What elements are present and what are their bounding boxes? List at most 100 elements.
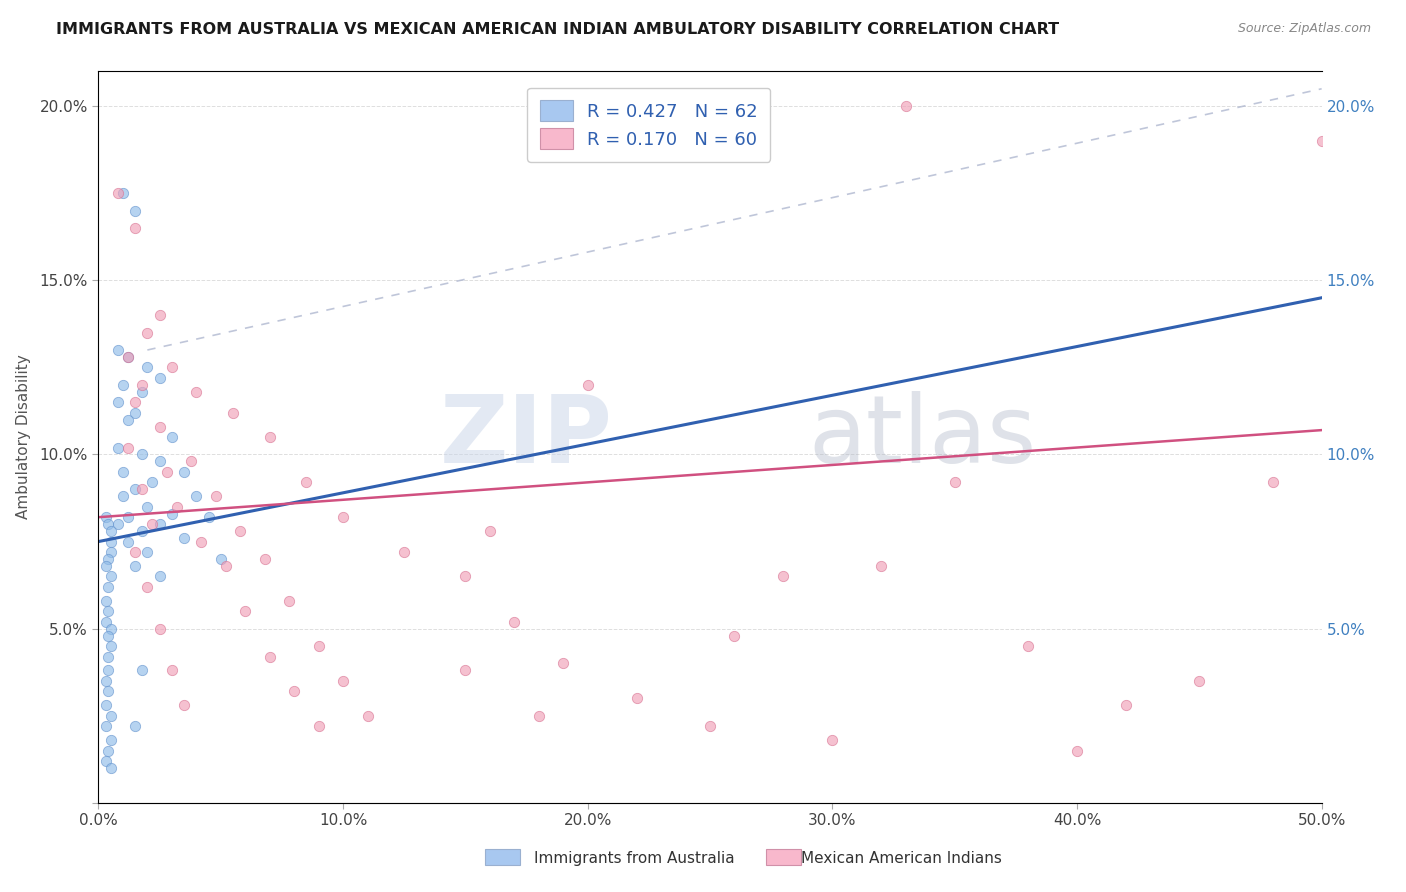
Point (97, 629, 120, 643)
Point (111, 465, 134, 479)
Point (124, 221, 146, 235)
Point (186, 384, 208, 399)
Point (117, 350, 139, 364)
Point (94, 698, 117, 713)
Point (209, 552, 232, 566)
Point (136, 326, 159, 340)
Point (100, 569, 122, 583)
Point (295, 475, 318, 490)
Point (117, 510, 139, 524)
Point (124, 406, 146, 420)
Point (94, 594, 117, 608)
Point (527, 708, 550, 723)
Point (136, 580, 159, 594)
Point (1066, 743, 1088, 757)
Point (100, 761, 122, 775)
Point (149, 454, 172, 468)
Point (699, 719, 721, 733)
Point (723, 629, 745, 643)
Point (124, 719, 146, 733)
Point (149, 419, 172, 434)
Point (190, 534, 212, 549)
Legend: R = 0.427   N = 62, R = 0.170   N = 60: R = 0.427 N = 62, R = 0.170 N = 60 (527, 87, 770, 162)
Point (94, 719, 117, 733)
Point (124, 558, 146, 573)
Point (160, 430, 183, 444)
Point (454, 664, 477, 678)
Point (111, 377, 134, 392)
Point (124, 545, 146, 559)
Point (117, 441, 139, 455)
Point (94, 754, 117, 768)
Y-axis label: Ambulatory Disability: Ambulatory Disability (17, 355, 31, 519)
Point (94, 510, 117, 524)
Point (156, 465, 179, 479)
Point (180, 454, 202, 468)
Point (186, 489, 208, 503)
Point (503, 615, 526, 629)
Point (97, 552, 120, 566)
Point (100, 622, 122, 636)
Point (97, 604, 120, 618)
Point (136, 545, 159, 559)
Point (173, 698, 195, 713)
Point (626, 691, 648, 706)
Point (478, 524, 501, 538)
Point (173, 531, 195, 545)
Point (131, 483, 153, 497)
Point (111, 489, 134, 503)
Point (94, 673, 117, 688)
Point (149, 622, 172, 636)
Point (97, 517, 120, 532)
Point (870, 558, 893, 573)
Point (107, 343, 129, 357)
Point (111, 186, 134, 201)
Point (100, 733, 122, 747)
Point (821, 733, 844, 747)
Point (97, 649, 120, 664)
Point (107, 441, 129, 455)
Point (166, 500, 188, 514)
Point (253, 552, 276, 566)
Point (136, 360, 159, 375)
Point (943, 475, 966, 490)
Point (553, 657, 575, 671)
Point (117, 534, 139, 549)
Point (94, 615, 117, 629)
Point (222, 406, 245, 420)
Point (160, 664, 183, 678)
Point (141, 475, 163, 490)
Point (894, 99, 917, 113)
Point (117, 350, 139, 364)
Text: ZIP: ZIP (439, 391, 612, 483)
Point (97, 743, 120, 757)
Point (136, 500, 159, 514)
Point (278, 594, 301, 608)
Point (1261, 475, 1284, 490)
Point (229, 524, 252, 538)
Point (141, 517, 163, 532)
Point (173, 465, 195, 479)
Text: atlas: atlas (808, 391, 1036, 483)
Point (332, 510, 354, 524)
Point (160, 507, 183, 521)
Point (100, 524, 122, 538)
Point (100, 534, 122, 549)
Point (1115, 698, 1137, 713)
Point (356, 708, 378, 723)
Point (100, 708, 122, 723)
Point (332, 673, 354, 688)
Point (97, 580, 120, 594)
Point (107, 517, 129, 532)
Point (197, 510, 219, 524)
Point (1017, 639, 1039, 653)
Point (117, 412, 139, 426)
Point (131, 377, 153, 392)
Point (97, 684, 120, 698)
Point (772, 569, 794, 583)
Point (214, 558, 236, 573)
Point (100, 639, 122, 653)
Point (308, 719, 330, 733)
Point (124, 203, 146, 218)
Point (160, 360, 183, 375)
